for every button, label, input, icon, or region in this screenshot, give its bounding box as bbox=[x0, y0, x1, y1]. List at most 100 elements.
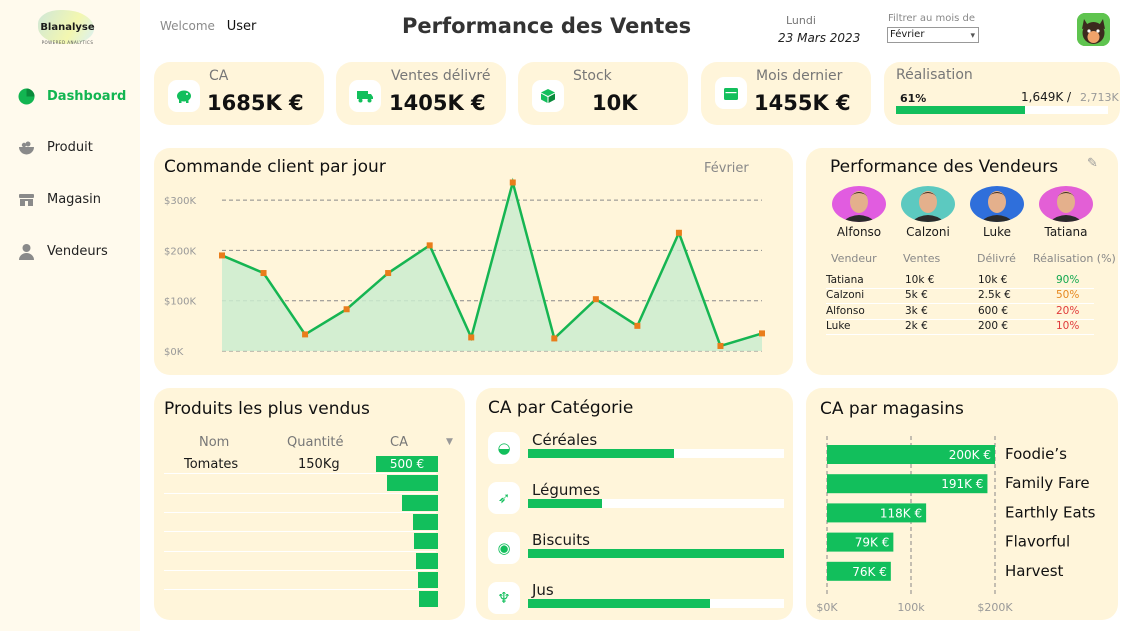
line-chart: $0K $100K $200K $300K bbox=[164, 177, 765, 358]
kpi-card-realisation[interactable]: Réalisation 61% 1,649K / 2,713K bbox=[884, 62, 1120, 125]
sort-caret-icon[interactable]: ▼ bbox=[446, 437, 453, 447]
x-tick-label: $200K bbox=[977, 601, 1013, 614]
vendeur-name: Luke bbox=[983, 225, 1011, 239]
kpi-card-ca[interactable]: CA 1685K € bbox=[154, 62, 324, 125]
data-point[interactable] bbox=[551, 335, 558, 342]
avatar[interactable] bbox=[1039, 186, 1093, 222]
box-icon bbox=[532, 80, 564, 112]
avatar[interactable] bbox=[1077, 13, 1110, 46]
data-point[interactable] bbox=[260, 270, 267, 277]
user-name: User bbox=[226, 19, 257, 34]
person-photo-icon bbox=[1049, 191, 1083, 222]
magasins-title: CA par magasins bbox=[820, 399, 964, 419]
x-tick-label: $0K bbox=[816, 601, 838, 614]
vendeur-cell: Alfonso bbox=[826, 304, 865, 317]
vendeur-cell: Calzoni bbox=[826, 289, 865, 302]
kpi-label: Ventes délivré bbox=[391, 68, 491, 84]
bar[interactable] bbox=[827, 561, 891, 581]
data-point[interactable] bbox=[592, 296, 599, 303]
kpi-label: CA bbox=[209, 68, 229, 84]
month-filter-select[interactable]: Février ▾ bbox=[887, 27, 979, 43]
bar[interactable] bbox=[827, 532, 894, 552]
filter-label: Filtrer au mois de bbox=[888, 13, 976, 24]
row-divider bbox=[826, 303, 1094, 305]
produit-bar[interactable] bbox=[413, 533, 438, 550]
data-point[interactable] bbox=[385, 270, 392, 277]
vendeur-name: Calzoni bbox=[906, 225, 950, 239]
produit-bar[interactable] bbox=[412, 513, 438, 530]
avatar[interactable] bbox=[832, 186, 886, 222]
bar-value-label: 191K € bbox=[941, 477, 983, 491]
produit-bar[interactable] bbox=[402, 494, 438, 511]
y-tick-label: $200K bbox=[164, 246, 196, 257]
category-bar[interactable] bbox=[528, 599, 710, 608]
vendeurs-card: Performance des Vendeurs ✎ Alfonso Calzon… bbox=[806, 148, 1118, 375]
category-label: Family Fare bbox=[1005, 474, 1090, 492]
kpi-label: Réalisation bbox=[896, 67, 973, 83]
produit-bar[interactable] bbox=[415, 552, 438, 569]
kpi-card-stock[interactable]: Stock 10K bbox=[518, 62, 688, 125]
brand-logo[interactable]: Blanalyse POWERED ANALYTICS bbox=[30, 8, 105, 50]
data-point[interactable] bbox=[675, 229, 682, 236]
category-label: Biscuits bbox=[532, 531, 590, 549]
produit-bar[interactable]: 500 € bbox=[376, 456, 438, 472]
categories-card: CA par Catégorie ◒ Céréales ➶ Légumes ◉ Biscu… bbox=[476, 388, 793, 620]
produits-card: Produits les plus vendus Nom Quantité CA… bbox=[154, 388, 465, 620]
category-bar[interactable] bbox=[528, 499, 603, 508]
category-label: Foodie’s bbox=[1005, 445, 1067, 463]
vendeur-cell: Luke bbox=[826, 319, 851, 332]
vendeur-name: Tatiana bbox=[1044, 225, 1088, 239]
kpi-label: Stock bbox=[573, 68, 612, 84]
welcome-label: Welcome bbox=[160, 19, 215, 33]
vendeur-col-header: Ventes bbox=[903, 252, 941, 265]
bar[interactable] bbox=[827, 445, 995, 464]
data-point[interactable] bbox=[759, 330, 765, 337]
chevron-down-icon: ▾ bbox=[970, 31, 975, 41]
produit-bar[interactable] bbox=[418, 571, 438, 588]
bar[interactable] bbox=[827, 503, 927, 523]
chart-title: Commande client par jour bbox=[164, 157, 386, 177]
sidebar-item-label: Vendeurs bbox=[47, 243, 108, 259]
data-point[interactable] bbox=[219, 252, 225, 259]
avatar[interactable] bbox=[901, 186, 955, 222]
eraser-icon[interactable]: ✎ bbox=[1087, 156, 1098, 171]
y-tick-label: $100K bbox=[164, 297, 196, 308]
produit-bar[interactable] bbox=[419, 591, 438, 608]
avatar[interactable] bbox=[970, 186, 1024, 222]
kpi-card-ventes[interactable]: Ventes délivré 1405K € bbox=[336, 62, 506, 125]
chart-card-commandes: Commande client par jour Février $0K $100… bbox=[154, 148, 793, 375]
filter-value: Février bbox=[890, 29, 925, 40]
data-point[interactable] bbox=[343, 306, 350, 313]
vendeurs-title: Performance des Vendeurs bbox=[830, 157, 1059, 177]
category-label: Harvest bbox=[1005, 562, 1064, 580]
bowl-icon bbox=[18, 139, 35, 156]
delivre-cell: 2.5k € bbox=[978, 289, 1011, 302]
user-icon bbox=[18, 243, 35, 260]
category-bar[interactable] bbox=[528, 449, 674, 458]
data-point[interactable] bbox=[717, 342, 724, 349]
cereal-bowl-icon: ◒ bbox=[488, 432, 520, 464]
sidebar-item-dashboard[interactable]: Dashboard bbox=[18, 84, 138, 108]
row-divider bbox=[164, 473, 436, 475]
realisation-progress-track bbox=[896, 106, 1108, 114]
produit-bar[interactable] bbox=[387, 475, 438, 492]
data-point[interactable] bbox=[468, 334, 475, 341]
data-point[interactable] bbox=[426, 242, 433, 249]
bar[interactable] bbox=[827, 474, 988, 494]
sidebar: Blanalyse POWERED ANALYTICS Dashboard Pr… bbox=[0, 0, 140, 631]
realisation-cell: 50% bbox=[1056, 289, 1080, 302]
row-divider bbox=[164, 569, 436, 571]
kpi-card-mois-dernier[interactable]: Mois dernier 1455K € bbox=[701, 62, 871, 125]
row-divider bbox=[164, 531, 436, 533]
delivre-cell: 10k € bbox=[978, 274, 1008, 286]
sidebar-item-magasin[interactable]: Magasin bbox=[18, 187, 138, 211]
data-point[interactable] bbox=[302, 331, 309, 338]
sidebar-item-vendeurs[interactable]: Vendeurs bbox=[18, 239, 138, 263]
data-point[interactable] bbox=[634, 322, 641, 329]
category-bar[interactable] bbox=[528, 549, 784, 558]
data-point[interactable] bbox=[509, 179, 516, 186]
sidebar-item-label: Magasin bbox=[47, 191, 102, 207]
category-bar-track bbox=[528, 499, 784, 508]
sidebar-item-label: Produit bbox=[47, 139, 93, 155]
sidebar-item-produit[interactable]: Produit bbox=[18, 135, 138, 159]
